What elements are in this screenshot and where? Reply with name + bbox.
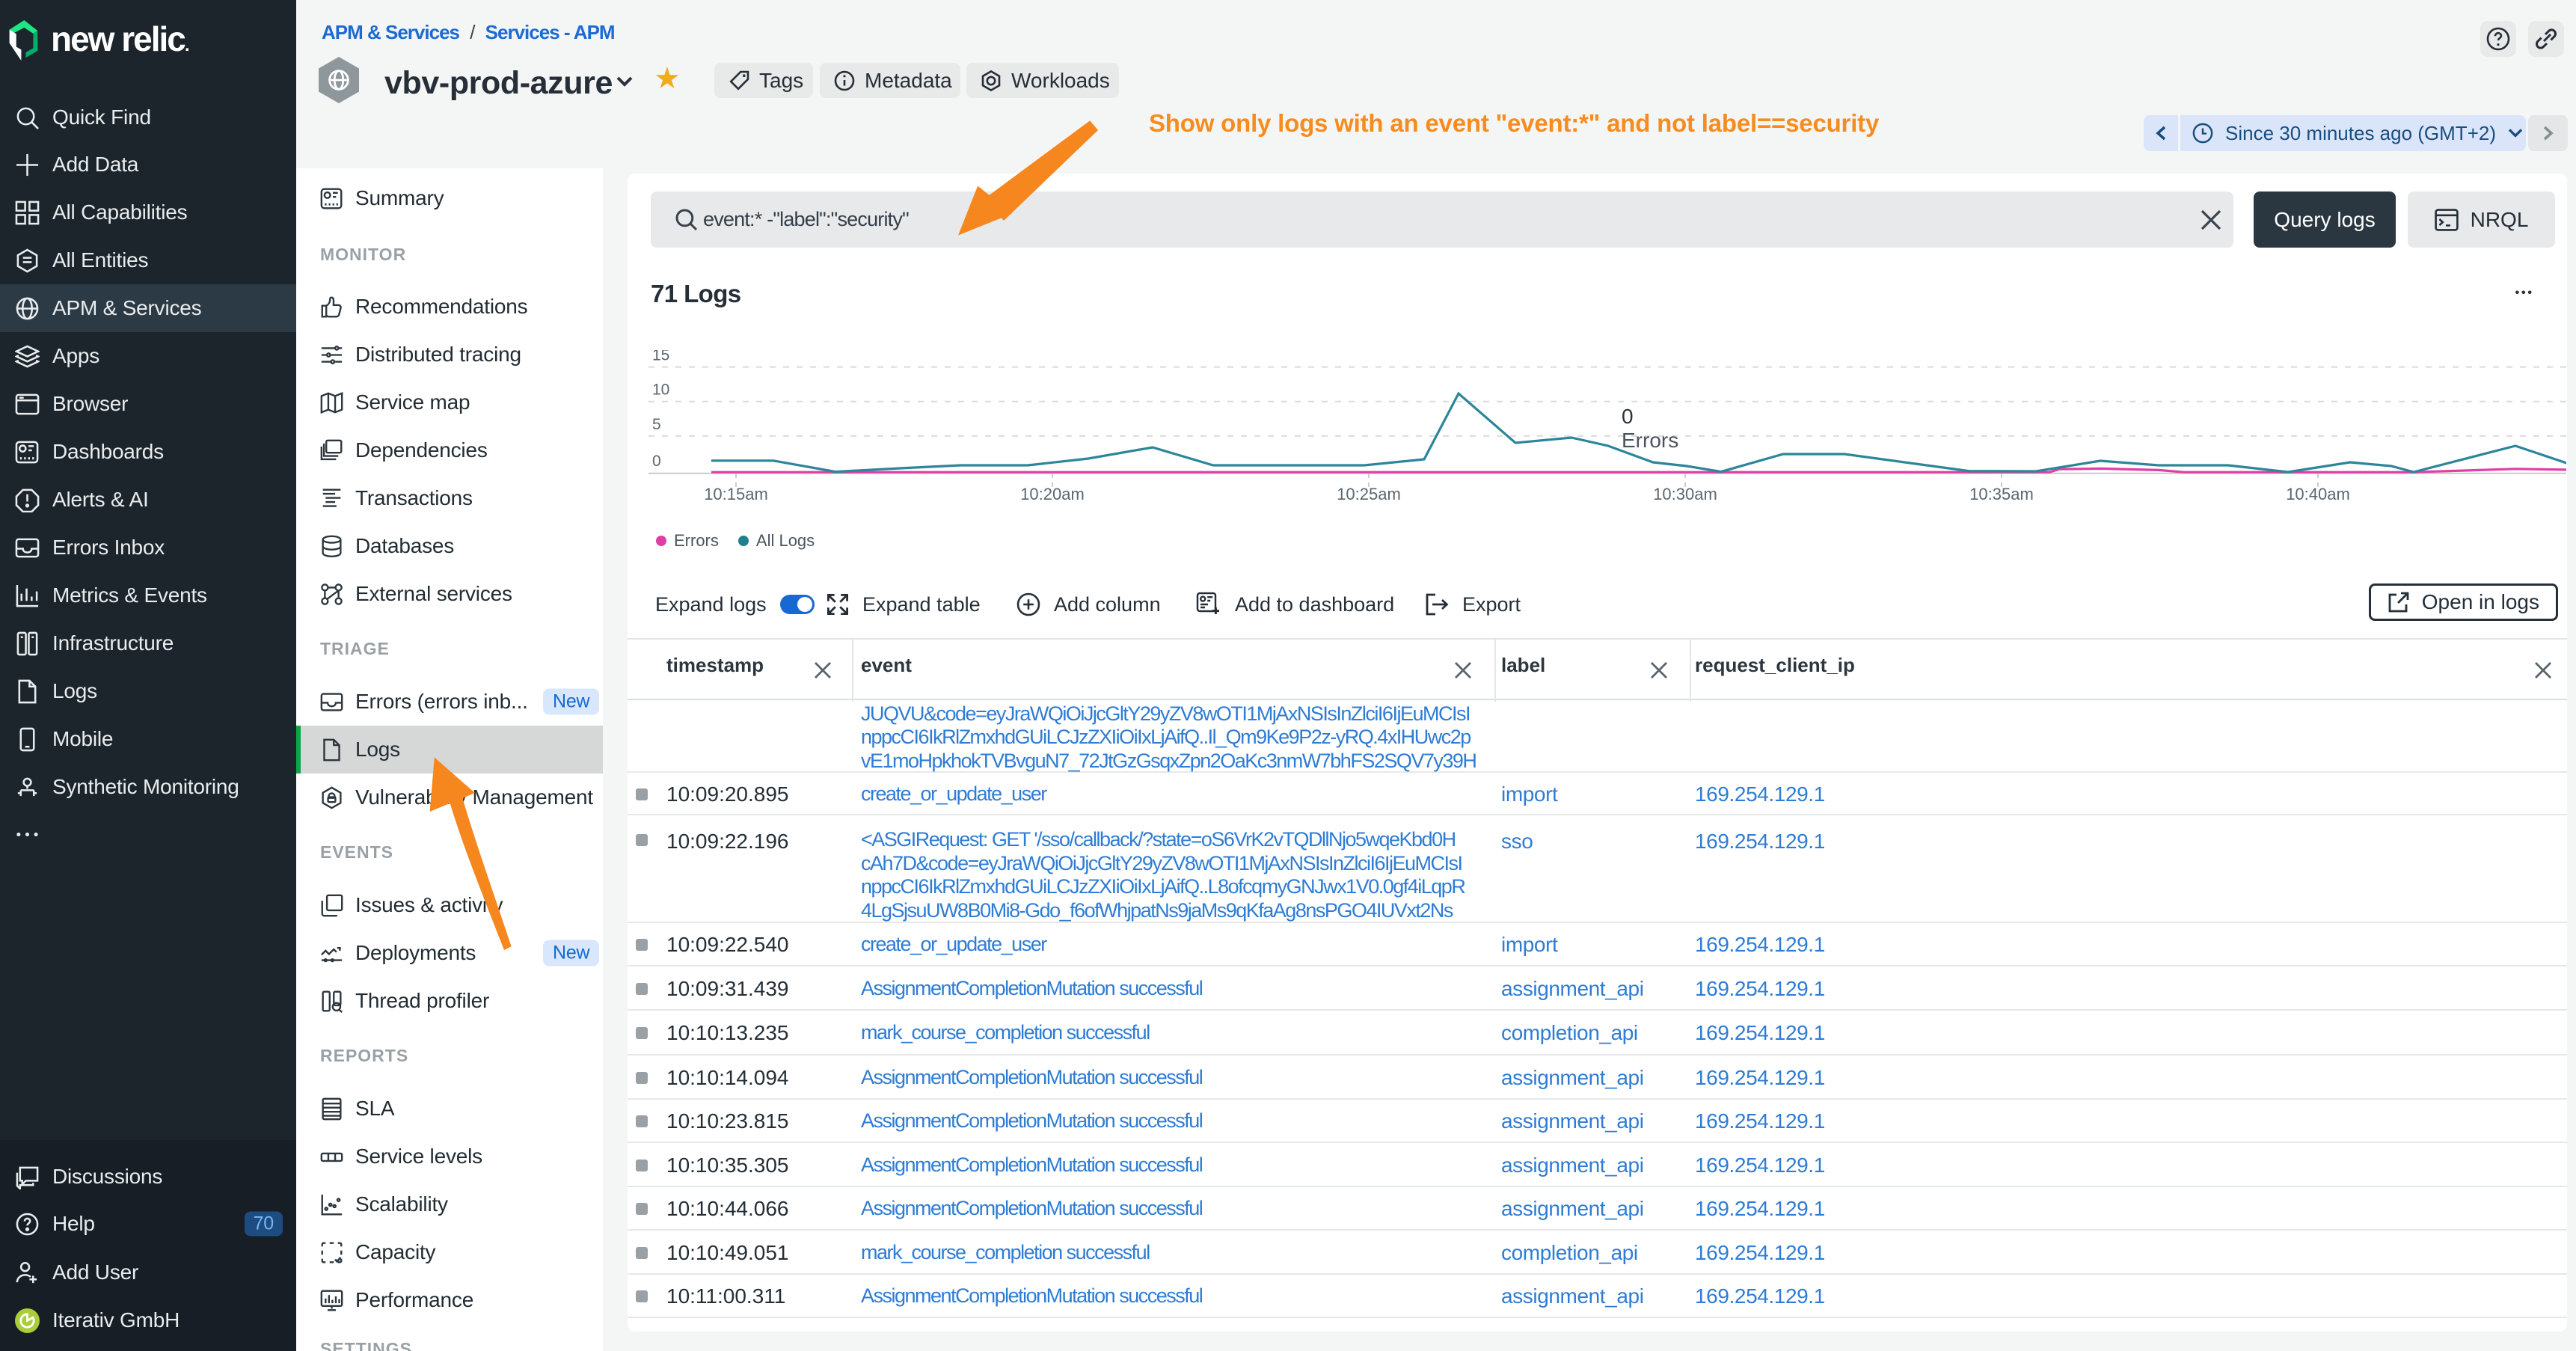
svg-text:10:25am: 10:25am	[1337, 485, 1401, 503]
svg-text:5: 5	[652, 416, 661, 433]
svg-text:0: 0	[1622, 405, 1634, 428]
svg-text:Errors: Errors	[1622, 429, 1678, 452]
svg-text:10: 10	[652, 382, 669, 399]
svg-text:10:15am: 10:15am	[704, 485, 768, 503]
svg-text:10:30am: 10:30am	[1653, 485, 1717, 503]
svg-text:10:40am: 10:40am	[2286, 485, 2350, 503]
svg-text:10:35am: 10:35am	[1969, 485, 2034, 503]
svg-text:0: 0	[652, 453, 661, 470]
svg-text:10:20am: 10:20am	[1020, 485, 1085, 503]
svg-text:15: 15	[652, 350, 669, 364]
